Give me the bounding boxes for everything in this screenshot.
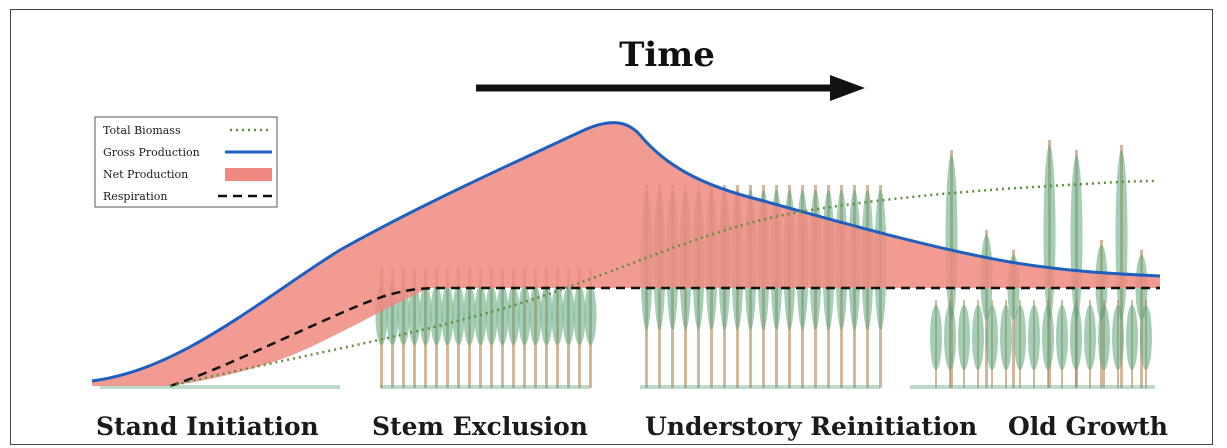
tree-crown — [1084, 305, 1096, 370]
legend-label: Gross Production — [103, 146, 200, 159]
tree-crown — [1098, 305, 1110, 370]
tree-crown — [419, 285, 432, 345]
tree-crown — [562, 285, 575, 345]
tree-crown — [551, 285, 564, 345]
tree-crown — [463, 285, 476, 345]
ground-strip — [100, 385, 340, 389]
legend-item-net-production: Net Production — [103, 168, 272, 181]
respiration-line — [169, 286, 1160, 388]
tree-crown — [452, 285, 465, 345]
tree-crown — [958, 305, 970, 370]
tree-crown — [1014, 305, 1026, 370]
ground-strip — [640, 385, 880, 389]
tree-crown — [1043, 145, 1056, 320]
legend: Total Biomass Gross Production Net Produ… — [94, 116, 278, 208]
tree-crown — [930, 305, 942, 370]
arrow-right-icon — [476, 75, 865, 101]
diagram-title: Time — [619, 35, 715, 75]
stage-label-old-growth: Old Growth — [1008, 412, 1168, 441]
gross-production-line — [91, 121, 1161, 383]
tree-crown — [1112, 305, 1124, 370]
tree-crown — [573, 285, 586, 345]
figure-frame — [10, 9, 1213, 445]
tree-crown — [496, 285, 509, 345]
tree-crown — [1140, 305, 1152, 370]
legend-item-respiration: Respiration — [103, 190, 272, 203]
tree-crown — [584, 285, 597, 345]
net-production-area — [92, 122, 1160, 386]
tree-crown — [986, 305, 998, 370]
tree-crown — [1056, 305, 1068, 370]
legend-label: Respiration — [103, 190, 167, 203]
tree-crown — [1042, 305, 1054, 370]
tree-crown — [1070, 155, 1083, 320]
tree-crown — [430, 285, 443, 345]
ground-strip — [910, 385, 1155, 389]
tree-crown — [945, 155, 958, 320]
legend-item-gross-production: Gross Production — [103, 146, 272, 159]
total-biomass-line — [169, 179, 1156, 388]
legend-item-total-biomass: Total Biomass — [103, 124, 272, 137]
tree-crown — [507, 285, 520, 345]
tree-crown — [1115, 150, 1128, 320]
tree-crown — [485, 285, 498, 345]
stage-label-stand-initiation: Stand Initiation — [96, 412, 319, 441]
tree-crown — [1028, 305, 1040, 370]
tree-crown — [1070, 305, 1082, 370]
tree-crown — [529, 285, 542, 345]
tree-crown — [972, 305, 984, 370]
ground-strip — [380, 385, 590, 389]
tree-crown — [1000, 305, 1012, 370]
tree-crown — [944, 305, 956, 370]
legend-label: Net Production — [103, 168, 188, 181]
tree-crown — [540, 285, 553, 345]
tree-crown — [518, 285, 531, 345]
tree-crown — [1126, 305, 1138, 370]
stage-label-understory-reinitiation: Understory Reinitiation — [645, 412, 977, 441]
stage-label-stem-exclusion: Stem Exclusion — [372, 412, 588, 441]
legend-swatch-fill — [225, 168, 272, 181]
legend-label: Total Biomass — [103, 124, 181, 137]
tree-crown — [441, 285, 454, 345]
